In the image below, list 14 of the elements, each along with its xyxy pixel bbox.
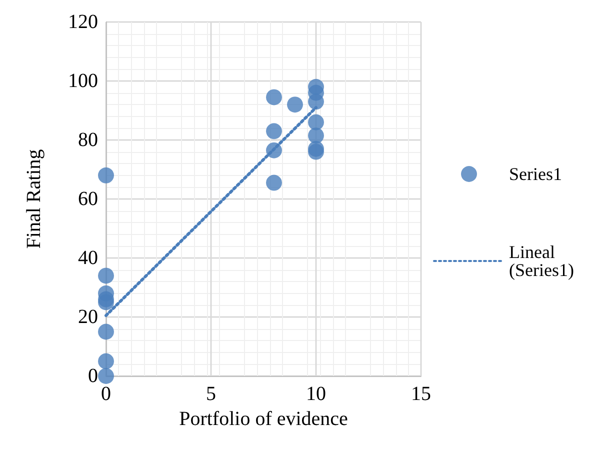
y-tick-label: 60 (78, 188, 98, 210)
y-tick-label: 80 (78, 129, 98, 151)
y-tick-label: 100 (68, 70, 98, 92)
y-tick-label: 20 (78, 306, 98, 328)
y-tick-label: 0 (88, 365, 98, 387)
y-tick-label: 120 (68, 11, 98, 33)
y-tick-label: 40 (78, 247, 98, 269)
x-axis-title: Portfolio of evidence (179, 408, 348, 430)
legend-label: Series1 (509, 164, 562, 184)
x-tick-label: 10 (306, 383, 326, 405)
legend-label: Lineal (Series1) (509, 242, 574, 280)
y-axis-title: Final Rating (23, 149, 45, 249)
x-tick-label: 5 (206, 383, 216, 405)
x-tick-label: 15 (411, 383, 431, 405)
